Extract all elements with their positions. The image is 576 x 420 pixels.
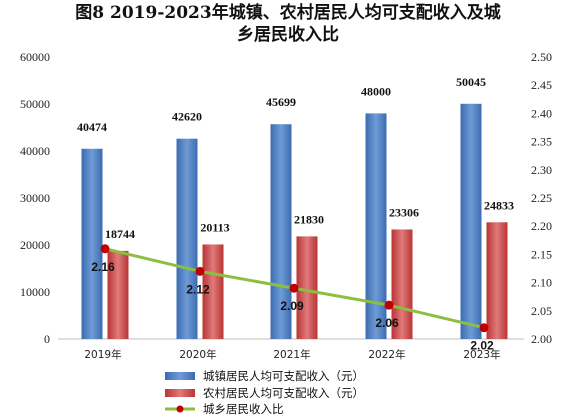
y-left-tick-label-5: 50000 <box>20 97 50 111</box>
y-left-tick-label-2: 20000 <box>20 238 50 252</box>
ratio-label-2: 2.09 <box>280 299 304 313</box>
y-right-tick-label-4: 2.20 <box>531 219 552 233</box>
bar-urban-label-0: 40474 <box>77 120 107 134</box>
x-tick-label-3: 2022年 <box>368 348 405 361</box>
ratio-point-2 <box>289 283 299 293</box>
y-left-tick-label-3: 30000 <box>20 191 50 205</box>
y-right-tick-label-5: 2.25 <box>531 191 552 205</box>
y-right-tick-label-10: 2.50 <box>531 50 552 64</box>
bar-rural-4 <box>486 222 508 339</box>
ratio-label-1: 2.12 <box>186 282 210 296</box>
bar-urban-label-2: 45699 <box>266 95 296 109</box>
ratio-point-4 <box>479 323 489 333</box>
x-tick-label-1: 2020年 <box>179 348 216 361</box>
y-right-tick-label-2: 2.10 <box>531 276 552 290</box>
bar-rural-label-3: 23306 <box>389 205 419 219</box>
bar-urban-4 <box>460 103 482 339</box>
x-tick-label-2: 2021年 <box>273 348 310 361</box>
x-tick-label-0: 2019年 <box>84 348 121 361</box>
bar-rural-label-2: 21830 <box>294 212 324 226</box>
bar-rural-3 <box>391 229 413 339</box>
chart-title-line-1: 图8 2019-2023年城镇、农村居民人均可支配收入及城 <box>75 3 501 23</box>
legend-urban-swatch <box>165 372 195 380</box>
bar-urban-1 <box>176 138 198 339</box>
y-right-tick-label-1: 2.05 <box>531 304 552 318</box>
chart-title: 图8 2019-2023年城镇、农村居民人均可支配收入及城 乡居民收入比 <box>0 2 576 46</box>
bar-rural-label-4: 24833 <box>484 198 514 212</box>
bar-urban-label-3: 48000 <box>361 84 391 98</box>
y-right-tick-label-7: 2.35 <box>531 135 552 149</box>
ratio-label-4: 2.02 <box>470 339 494 353</box>
ratio-point-3 <box>384 300 394 310</box>
x-tick-label-4: 2023年 <box>463 348 500 361</box>
ratio-point-1 <box>195 266 205 276</box>
ratio-label-3: 2.06 <box>375 316 399 330</box>
ratio-point-0 <box>100 244 110 254</box>
bar-urban-label-4: 50045 <box>456 75 486 89</box>
bar-rural-0 <box>107 250 129 339</box>
legend-ratio-marker <box>176 405 184 413</box>
legend-rural-label: 农村居民人均可支配收入（元） <box>203 386 364 400</box>
bar-urban-0 <box>81 148 103 339</box>
y-right-tick-label-9: 2.45 <box>531 78 552 92</box>
y-right-tick-label-6: 2.30 <box>531 163 552 177</box>
y-left-tick-label-4: 40000 <box>20 144 50 158</box>
chart-title-line-2: 乡居民收入比 <box>237 25 339 45</box>
bar-rural-label-0: 18744 <box>105 227 135 241</box>
bar-rural-label-1: 20113 <box>200 220 229 234</box>
ratio-label-0: 2.16 <box>91 260 115 274</box>
bar-urban-3 <box>365 113 387 340</box>
bar-rural-2 <box>296 236 318 339</box>
bar-urban-label-1: 42620 <box>172 110 202 124</box>
y-right-tick-label-3: 2.15 <box>531 247 552 261</box>
y-right-tick-label-0: 2.00 <box>531 332 552 346</box>
y-left-tick-label-6: 60000 <box>20 50 50 64</box>
y-left-tick-label-1: 10000 <box>20 285 50 299</box>
legend-ratio-label: 城乡居民收入比 <box>203 402 284 416</box>
legend-urban-label: 城镇居民人均可支配收入（元） <box>203 369 364 383</box>
y-right-tick-label-8: 2.40 <box>531 106 552 120</box>
y-left-tick-label-0: 0 <box>44 332 50 346</box>
legend-rural-swatch <box>165 389 195 397</box>
bar-rural-1 <box>202 244 224 339</box>
